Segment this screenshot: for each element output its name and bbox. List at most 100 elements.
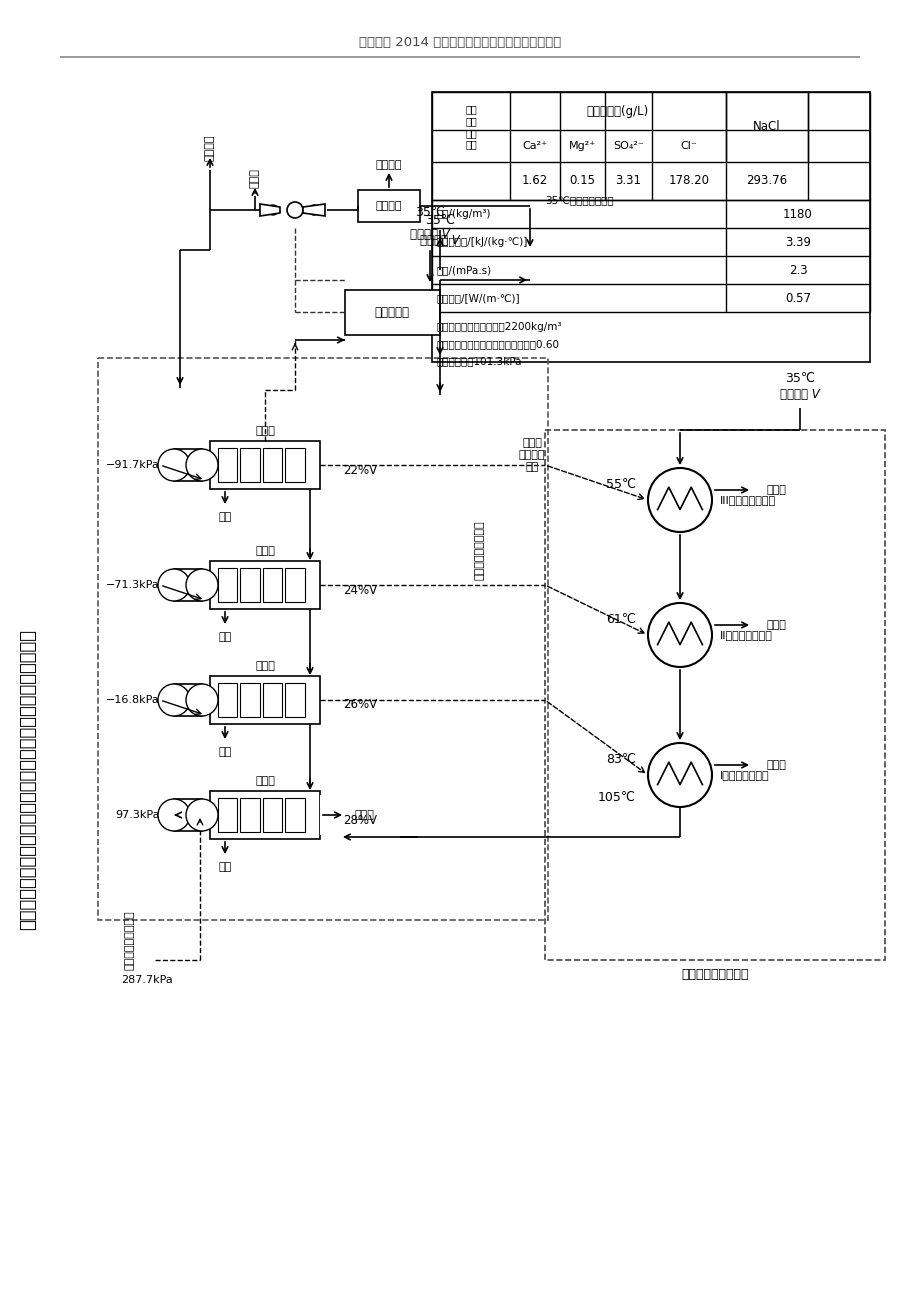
Text: 卤水分效预热系统图: 卤水分效预热系统图 [680,969,748,982]
Text: 97.3kPa: 97.3kPa [116,810,160,820]
Text: 循环下水: 循环下水 [375,201,402,211]
Circle shape [186,799,218,831]
Circle shape [309,204,319,215]
Text: −91.7kPa: −91.7kPa [106,460,160,470]
Bar [210,441,320,490]
Text: −16.8kPa: −16.8kPa [106,695,160,704]
Text: Cl⁻: Cl⁻ [680,141,697,151]
Text: 61℃: 61℃ [606,612,635,625]
Text: 具有分效预热的卤水真空蒸发制盐系统（平流进料，顺流排盐）: 具有分效预热的卤水真空蒸发制盐系统（平流进料，顺流排盐） [19,629,37,931]
Text: −71.3kPa: −71.3kPa [106,579,160,590]
Text: I: I [186,809,190,822]
Text: NaCl: NaCl [753,121,780,134]
Polygon shape [302,204,324,216]
Bar [174,799,202,831]
Bar [345,290,439,335]
Text: 循环下水: 循环下水 [375,160,402,171]
Bar [98,358,548,921]
Text: 盐浆能顺畅流动时的固相体积分率：0.60: 盐浆能顺畅流动时的固相体积分率：0.60 [437,339,560,349]
Text: 接真空泵: 接真空泵 [205,134,215,161]
Text: II: II [184,694,192,707]
Text: 精制卤水 V: 精制卤水 V [779,388,819,401]
Bar [285,798,305,832]
Text: SO₄²⁻: SO₄²⁻ [612,141,643,151]
Text: 冷凝水: 冷凝水 [355,810,374,820]
Text: Ca²⁺: Ca²⁺ [522,141,547,151]
Bar [218,684,237,717]
Text: I效预热器（组）: I效预热器（组） [720,769,769,780]
Polygon shape [260,204,279,216]
Text: 恒压比热容/[kJ/(kg·℃)]: 恒压比热容/[kJ/(kg·℃)] [437,237,528,247]
Circle shape [287,202,302,217]
Circle shape [647,603,711,667]
Text: 冷凝水: 冷凝水 [766,620,786,630]
Bar [544,430,884,960]
Bar [210,792,320,838]
Text: 蒸发器: 蒸发器 [255,546,275,556]
Text: 冷凝水: 冷凝水 [766,486,786,495]
Text: 35℃卤水的物性参数: 35℃卤水的物性参数 [544,195,613,204]
Bar [240,568,260,602]
Circle shape [158,799,190,831]
Circle shape [186,449,218,480]
Text: 0.15: 0.15 [569,174,595,187]
Bar [357,190,420,223]
Bar [210,561,320,609]
Text: 排盐: 排盐 [218,862,232,872]
Text: II效预热器（组）: II效预热器（组） [720,630,772,641]
Bar [174,684,202,716]
Bar [240,798,260,832]
Bar [174,449,202,480]
Text: 35℃: 35℃ [425,214,454,227]
Text: 105℃: 105℃ [597,790,635,803]
Circle shape [647,743,711,807]
Bar [320,796,328,835]
Bar [218,798,237,832]
Bar [174,569,202,602]
Text: IV: IV [181,458,195,471]
Text: 3.31: 3.31 [615,174,641,187]
Text: 卤水
典型
物性
参数: 卤水 典型 物性 参数 [465,104,476,150]
Bar [285,568,305,602]
Text: 天津大学 2014 级本科生《化工原理》课程设计报告: 天津大学 2014 级本科生《化工原理》课程设计报告 [358,35,561,48]
Text: 287.7kPa: 287.7kPa [121,975,173,986]
Text: 导热系数/[W/(m·℃)]: 导热系数/[W/(m·℃)] [437,293,520,303]
Text: 83℃: 83℃ [606,753,635,766]
Circle shape [647,467,711,533]
Text: 178.20: 178.20 [668,174,709,187]
Text: 28%V: 28%V [343,814,377,827]
Text: 35℃: 35℃ [784,371,814,384]
Bar [240,684,260,717]
Circle shape [186,569,218,602]
Text: III: III [181,578,194,591]
Text: 排盐: 排盐 [218,631,232,642]
Text: 循环泵: 循环泵 [250,168,260,187]
Bar [218,448,237,482]
Text: 盐浆主
脱水干燥
系统: 盐浆主 脱水干燥 系统 [518,439,545,471]
Text: 密度/(kg/m³): 密度/(kg/m³) [437,210,491,219]
Bar [285,448,305,482]
Text: 1.62: 1.62 [521,174,548,187]
Text: 35℃: 35℃ [414,206,445,219]
Text: Mg²⁺: Mg²⁺ [568,141,596,151]
Text: 黏度/(mPa.s): 黏度/(mPa.s) [437,266,492,275]
Circle shape [158,449,190,480]
Text: 24%V: 24%V [343,583,377,596]
Text: 蒸发器: 蒸发器 [255,661,275,671]
Text: 26%V: 26%V [343,698,377,711]
Bar [263,448,282,482]
Bar [210,676,320,724]
Bar [285,684,305,717]
Text: 冷凝水: 冷凝水 [766,760,786,769]
Text: 蒸发器: 蒸发器 [255,776,275,786]
Bar [432,92,869,362]
Text: 蒸汽冷凝器: 蒸汽冷凝器 [374,306,409,319]
Text: 0.57: 0.57 [784,292,811,305]
Text: III效预热器（组）: III效预热器（组） [720,495,776,505]
Text: 蒸发器: 蒸发器 [255,426,275,436]
Text: 3.39: 3.39 [784,236,811,249]
Bar [240,448,260,482]
Text: 固体氯化钠晶体的密度：2200kg/m³: 固体氯化钠晶体的密度：2200kg/m³ [437,322,562,332]
Text: 当地大气压：101.3kPa: 当地大气压：101.3kPa [437,355,522,366]
Text: 排盐: 排盐 [218,512,232,522]
